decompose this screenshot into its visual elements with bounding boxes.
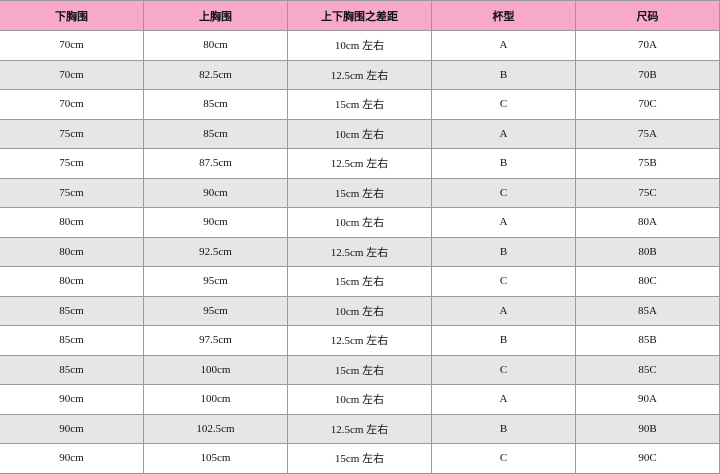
cell-over-bust: 85cm xyxy=(143,118,288,149)
cell-under-bust: 80cm xyxy=(0,266,144,297)
cell-under-bust: 85cm xyxy=(0,325,144,356)
cell-difference: 10cm 左右 xyxy=(287,118,432,149)
cell-cup: B xyxy=(431,413,576,444)
table-row: 85cm 95cm 10cm 左右 A 85A xyxy=(0,295,720,326)
table-row: 70cm 82.5cm 12.5cm 左右 B 70B xyxy=(0,59,720,90)
cell-difference: 12.5cm 左右 xyxy=(287,413,432,444)
table-row: 80cm 90cm 10cm 左右 A 80A xyxy=(0,207,720,238)
table-row: 75cm 85cm 10cm 左右 A 75A xyxy=(0,118,720,149)
cell-cup: A xyxy=(431,207,576,238)
header-over-bust: 上胸围 xyxy=(143,0,288,31)
cell-cup: B xyxy=(431,325,576,356)
table-row: 70cm 80cm 10cm 左右 A 70A xyxy=(0,30,720,61)
cell-size: 70C xyxy=(575,89,720,120)
cell-cup: C xyxy=(431,89,576,120)
cell-cup: C xyxy=(431,443,576,474)
cell-under-bust: 70cm xyxy=(0,30,144,61)
cell-size: 90A xyxy=(575,384,720,415)
cell-difference: 12.5cm 左右 xyxy=(287,236,432,267)
cell-difference: 15cm 左右 xyxy=(287,89,432,120)
cell-cup: C xyxy=(431,354,576,385)
cell-over-bust: 102.5cm xyxy=(143,413,288,444)
cell-over-bust: 92.5cm xyxy=(143,236,288,267)
cell-under-bust: 75cm xyxy=(0,118,144,149)
cell-under-bust: 90cm xyxy=(0,384,144,415)
cell-difference: 12.5cm 左右 xyxy=(287,148,432,179)
cell-size: 80C xyxy=(575,266,720,297)
cell-over-bust: 90cm xyxy=(143,177,288,208)
table-row: 90cm 102.5cm 12.5cm 左右 B 90B xyxy=(0,413,720,444)
cell-size: 85A xyxy=(575,295,720,326)
cell-under-bust: 75cm xyxy=(0,177,144,208)
cell-over-bust: 85cm xyxy=(143,89,288,120)
cell-over-bust: 80cm xyxy=(143,30,288,61)
cell-cup: B xyxy=(431,148,576,179)
cell-cup: B xyxy=(431,59,576,90)
cell-under-bust: 90cm xyxy=(0,443,144,474)
cell-under-bust: 80cm xyxy=(0,207,144,238)
cell-under-bust: 70cm xyxy=(0,59,144,90)
cell-cup: A xyxy=(431,384,576,415)
cell-under-bust: 85cm xyxy=(0,295,144,326)
cell-over-bust: 90cm xyxy=(143,207,288,238)
header-under-bust: 下胸围 xyxy=(0,0,144,31)
cell-over-bust: 105cm xyxy=(143,443,288,474)
cell-over-bust: 100cm xyxy=(143,354,288,385)
cell-over-bust: 97.5cm xyxy=(143,325,288,356)
cell-cup: A xyxy=(431,295,576,326)
cell-difference: 10cm 左右 xyxy=(287,384,432,415)
cell-size: 75A xyxy=(575,118,720,149)
cell-cup: C xyxy=(431,177,576,208)
cell-size: 70B xyxy=(575,59,720,90)
cell-under-bust: 90cm xyxy=(0,413,144,444)
cell-difference: 15cm 左右 xyxy=(287,177,432,208)
cell-cup: A xyxy=(431,118,576,149)
header-difference: 上下胸围之差距 xyxy=(287,0,432,31)
header-row: 下胸围 上胸围 上下胸围之差距 杯型 尺码 xyxy=(0,0,720,31)
header-size: 尺码 xyxy=(575,0,720,31)
cell-under-bust: 75cm xyxy=(0,148,144,179)
cell-difference: 12.5cm 左右 xyxy=(287,325,432,356)
table-row: 90cm 100cm 10cm 左右 A 90A xyxy=(0,384,720,415)
cell-difference: 12.5cm 左右 xyxy=(287,59,432,90)
cell-over-bust: 82.5cm xyxy=(143,59,288,90)
cell-difference: 10cm 左右 xyxy=(287,30,432,61)
table-row: 80cm 95cm 15cm 左右 C 80C xyxy=(0,266,720,297)
cell-over-bust: 100cm xyxy=(143,384,288,415)
table-row: 85cm 100cm 15cm 左右 C 85C xyxy=(0,354,720,385)
cell-cup: A xyxy=(431,30,576,61)
table-row: 85cm 97.5cm 12.5cm 左右 B 85B xyxy=(0,325,720,356)
cell-difference: 10cm 左右 xyxy=(287,295,432,326)
cell-under-bust: 70cm xyxy=(0,89,144,120)
cell-under-bust: 85cm xyxy=(0,354,144,385)
cell-size: 80B xyxy=(575,236,720,267)
table-row: 75cm 90cm 15cm 左右 C 75C xyxy=(0,177,720,208)
table-row: 70cm 85cm 15cm 左右 C 70C xyxy=(0,89,720,120)
cell-size: 85C xyxy=(575,354,720,385)
cell-difference: 15cm 左右 xyxy=(287,443,432,474)
cell-difference: 15cm 左右 xyxy=(287,266,432,297)
cell-size: 80A xyxy=(575,207,720,238)
cell-over-bust: 95cm xyxy=(143,295,288,326)
cell-cup: B xyxy=(431,236,576,267)
cell-size: 85B xyxy=(575,325,720,356)
cell-size: 75C xyxy=(575,177,720,208)
table-row: 75cm 87.5cm 12.5cm 左右 B 75B xyxy=(0,148,720,179)
header-cup: 杯型 xyxy=(431,0,576,31)
cell-difference: 10cm 左右 xyxy=(287,207,432,238)
cell-size: 90B xyxy=(575,413,720,444)
cell-over-bust: 87.5cm xyxy=(143,148,288,179)
cell-cup: C xyxy=(431,266,576,297)
cell-under-bust: 80cm xyxy=(0,236,144,267)
cell-over-bust: 95cm xyxy=(143,266,288,297)
cell-size: 75B xyxy=(575,148,720,179)
cell-difference: 15cm 左右 xyxy=(287,354,432,385)
cell-size: 90C xyxy=(575,443,720,474)
table-row: 90cm 105cm 15cm 左右 C 90C xyxy=(0,443,720,474)
cell-size: 70A xyxy=(575,30,720,61)
table-row: 80cm 92.5cm 12.5cm 左右 B 80B xyxy=(0,236,720,267)
